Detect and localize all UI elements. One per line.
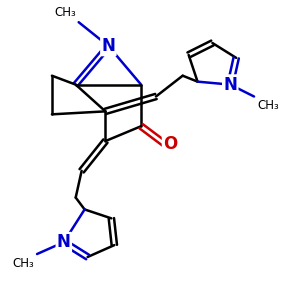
Text: N: N (57, 233, 71, 251)
Text: CH₃: CH₃ (54, 6, 76, 19)
Text: N: N (223, 76, 237, 94)
Text: CH₃: CH₃ (12, 257, 34, 270)
Text: O: O (163, 135, 177, 153)
Text: CH₃: CH₃ (257, 100, 279, 112)
Text: N: N (101, 37, 115, 55)
